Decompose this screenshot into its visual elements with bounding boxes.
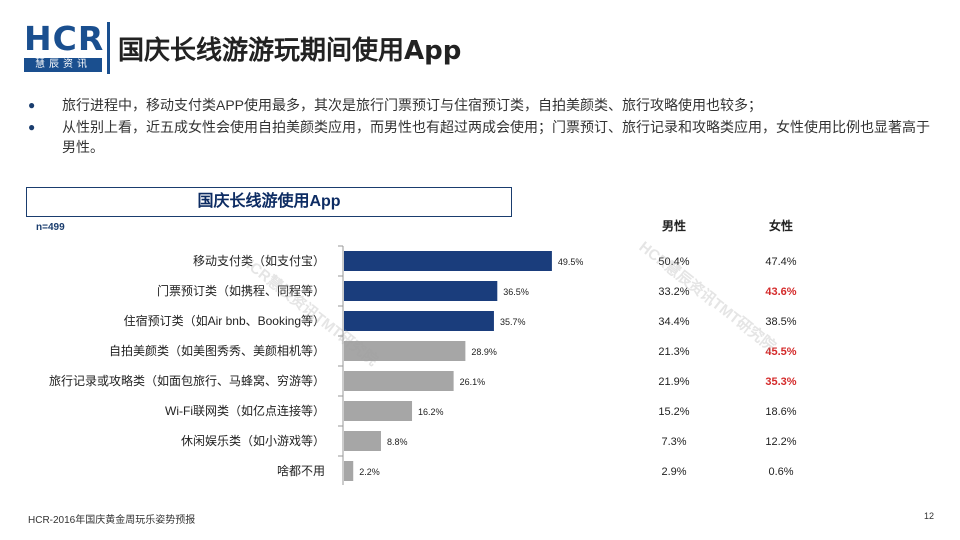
sample-size-note: n=499 bbox=[36, 222, 65, 233]
bar bbox=[344, 281, 498, 301]
male-value: 15.2% bbox=[658, 406, 689, 418]
category-label: 移动支付类（如支付宝） bbox=[193, 253, 325, 268]
page-number: 12 bbox=[923, 511, 934, 521]
male-value: 34.4% bbox=[658, 316, 689, 328]
bar-value-label: 28.9% bbox=[471, 347, 497, 357]
category-label: 自拍美颜类（如美图秀秀、美颜相机等） bbox=[109, 343, 325, 358]
bar bbox=[344, 371, 454, 391]
bar-value-label: 16.2% bbox=[418, 407, 444, 417]
bullet-text: 从性别上看，近五成女性会使用自拍美颜类应用，而男性也有超过两成会使用；门票预订、… bbox=[62, 119, 930, 155]
female-column-header: 女性 bbox=[768, 219, 793, 233]
male-value: 21.3% bbox=[658, 346, 689, 358]
male-value: 7.3% bbox=[661, 436, 686, 448]
male-value: 21.9% bbox=[658, 376, 689, 388]
bullet-item: ● 从性别上看，近五成女性会使用自拍美颜类应用，而男性也有超过两成会使用；门票预… bbox=[28, 117, 938, 157]
app-usage-bar-chart: 移动支付类（如支付宝） 49.5% 50.4% 47.4% 门票预订类（如携程、同程等）… bbox=[49, 245, 797, 485]
summary-bullets: ● 旅行进程中，移动支付类APP使用最多，其次是旅行门票预订与住宿预订类，自拍美… bbox=[28, 95, 938, 159]
category-label: 休闲娱乐类（如小游戏等） bbox=[181, 433, 325, 448]
bullet-text: 旅行进程中，移动支付类APP使用最多，其次是旅行门票预订与住宿预订类，自拍美颜类… bbox=[62, 97, 763, 113]
bar bbox=[344, 251, 552, 271]
bar-value-label: 2.2% bbox=[359, 467, 380, 477]
bar bbox=[344, 401, 413, 421]
bar bbox=[344, 461, 354, 481]
category-label: 门票预订类（如携程、同程等） bbox=[157, 283, 325, 298]
chart-title: 国庆长线游使用App bbox=[26, 187, 512, 217]
bar-value-label: 49.5% bbox=[558, 257, 584, 267]
bar bbox=[344, 341, 466, 361]
male-column-header: 男性 bbox=[661, 219, 686, 233]
female-value: 47.4% bbox=[765, 256, 796, 268]
category-label: 住宿预订类（如Air bnb、Booking等） bbox=[124, 313, 325, 328]
male-value: 33.2% bbox=[658, 286, 689, 298]
category-label: Wi-Fi联网类（如亿点连接等） bbox=[165, 403, 325, 418]
female-value: 43.6% bbox=[765, 286, 796, 298]
bar-value-label: 36.5% bbox=[503, 287, 529, 297]
bar-value-label: 35.7% bbox=[500, 317, 526, 327]
category-label: 啥都不用 bbox=[277, 463, 325, 478]
category-label: 旅行记录或攻略类（如面包旅行、马蜂窝、穷游等） bbox=[49, 373, 325, 388]
female-value: 18.6% bbox=[765, 406, 796, 418]
logo-subtitle: 慧辰资讯 bbox=[24, 58, 102, 72]
page-title: 国庆长线游游玩期间使用App bbox=[118, 36, 462, 66]
female-value: 0.6% bbox=[768, 466, 793, 478]
female-value: 12.2% bbox=[765, 436, 796, 448]
hcr-logo: HCR 慧辰资讯 bbox=[24, 19, 105, 74]
footer-source: HCR-2016年国庆黄金周玩乐姿势预报 bbox=[28, 515, 196, 526]
bullet-dot-icon: ● bbox=[28, 98, 36, 112]
logo-text: HCR bbox=[24, 19, 105, 58]
bullet-item: ● 旅行进程中，移动支付类APP使用最多，其次是旅行门票预订与住宿预订类，自拍美… bbox=[28, 95, 938, 115]
male-value: 50.4% bbox=[658, 256, 689, 268]
bullet-dot-icon: ● bbox=[28, 120, 36, 134]
title-divider bbox=[107, 22, 110, 74]
bar bbox=[344, 311, 494, 331]
female-value: 45.5% bbox=[765, 346, 796, 358]
male-value: 2.9% bbox=[661, 466, 686, 478]
bar bbox=[344, 431, 381, 451]
female-value: 38.5% bbox=[765, 316, 796, 328]
female-value: 35.3% bbox=[765, 376, 796, 388]
bar-value-label: 8.8% bbox=[387, 437, 408, 447]
bar-value-label: 26.1% bbox=[460, 377, 486, 387]
